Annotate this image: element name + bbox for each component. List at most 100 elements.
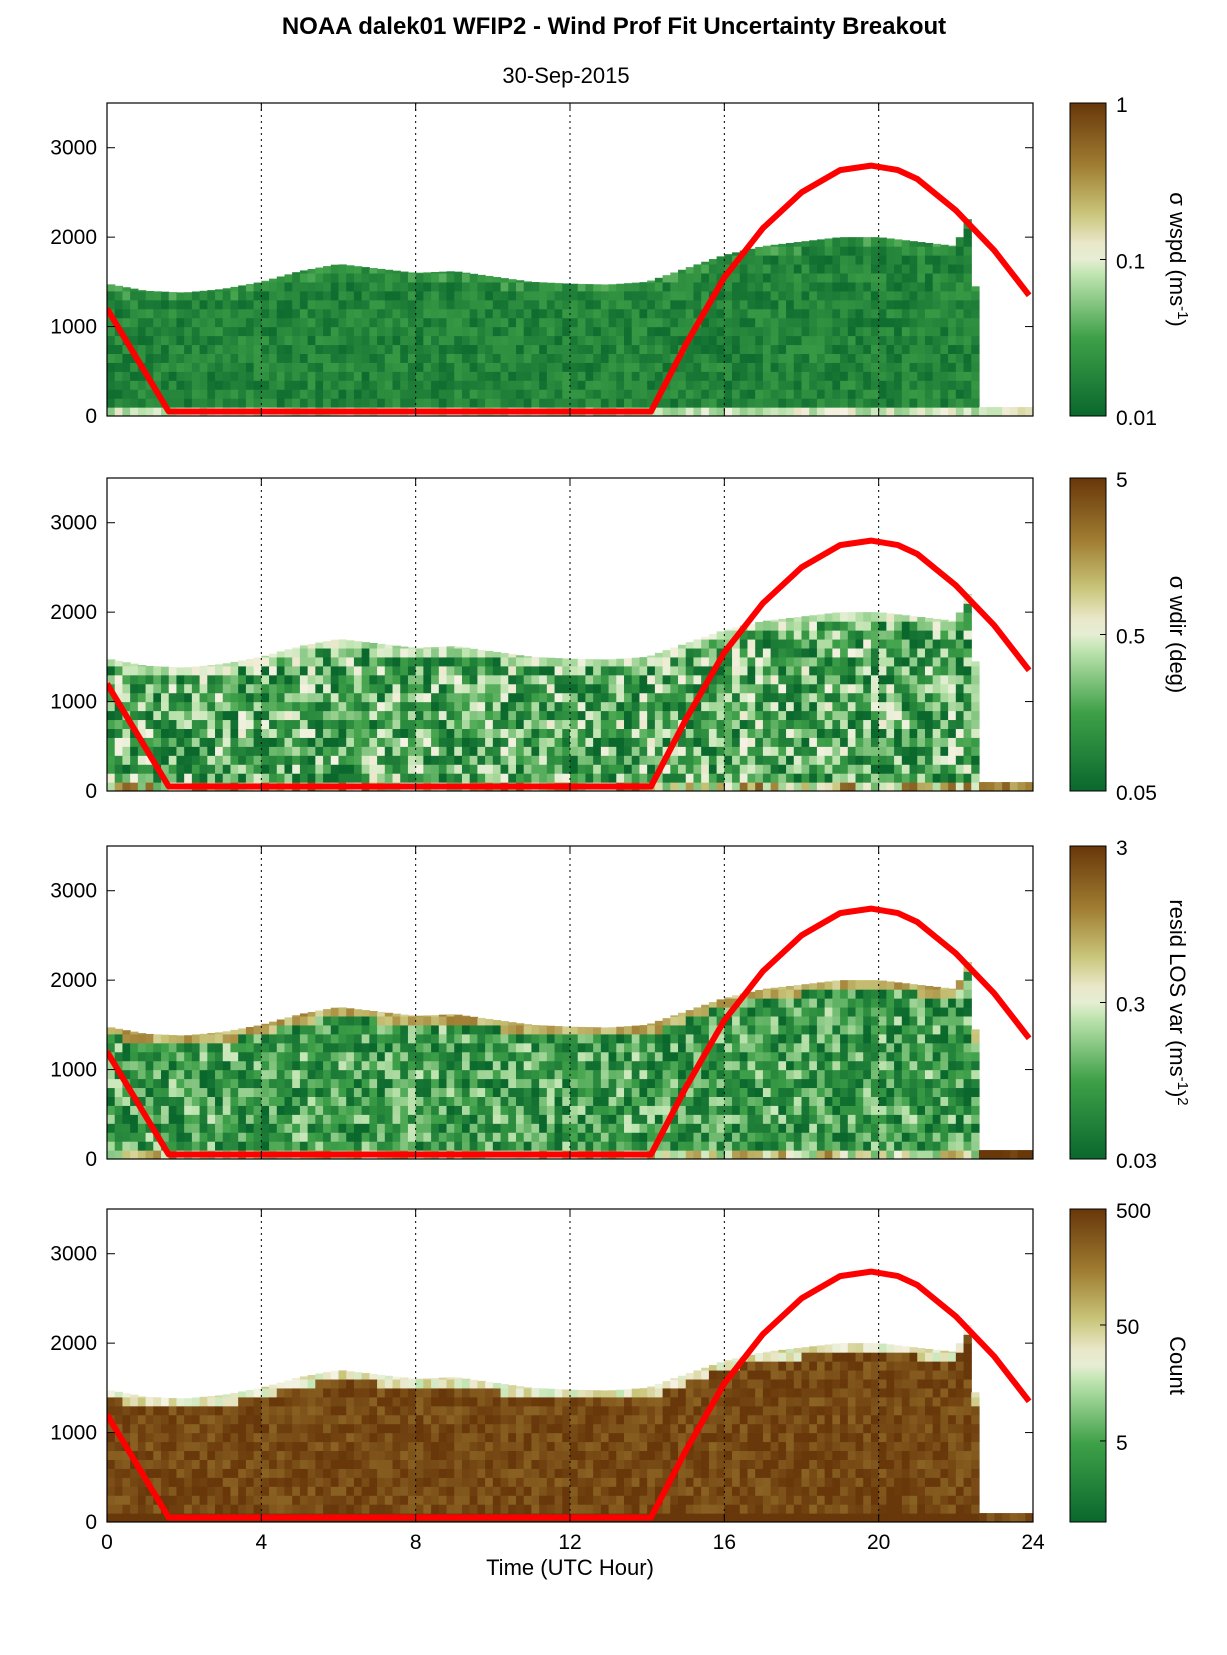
- heatmap-cell: [461, 1114, 471, 1124]
- heatmap-cell: [207, 683, 216, 694]
- heatmap-cell: [870, 371, 880, 381]
- heatmap-cell: [153, 1087, 162, 1097]
- heatmap-cell: [670, 389, 679, 399]
- heatmap-cell: [477, 1051, 486, 1062]
- heatmap-cell: [330, 1051, 340, 1062]
- heatmap-cell: [492, 1024, 502, 1035]
- heatmap-cell: [662, 326, 671, 337]
- heatmap-cell: [701, 344, 710, 354]
- heatmap-cell: [770, 308, 779, 319]
- heatmap-cell: [716, 782, 725, 791]
- heatmap-cell: [523, 353, 533, 363]
- heatmap-cell: [816, 272, 826, 283]
- heatmap-cell: [323, 701, 332, 712]
- heatmap-cell: [531, 353, 540, 363]
- heatmap-cell: [222, 1042, 232, 1053]
- heatmap-cell: [276, 371, 286, 381]
- heatmap-cell: [253, 1123, 262, 1133]
- heatmap-cell: [747, 638, 756, 649]
- heatmap-cell: [338, 701, 347, 712]
- heatmap-cell: [678, 272, 687, 283]
- heatmap-cell: [739, 308, 749, 319]
- heatmap-cell: [315, 1114, 324, 1124]
- heatmap-cell: [647, 335, 656, 346]
- heatmap-cell: [863, 335, 872, 346]
- heatmap-cell: [361, 1060, 370, 1071]
- heatmap-cell: [153, 344, 162, 354]
- heatmap-cell: [130, 290, 139, 301]
- heatmap-cell: [678, 656, 687, 667]
- heatmap-cell: [284, 683, 293, 694]
- heatmap-cell: [323, 1105, 332, 1115]
- heatmap-cell: [392, 656, 401, 667]
- heatmap-cell: [253, 1105, 262, 1115]
- heatmap-cell: [801, 246, 810, 256]
- heatmap-cell: [114, 1114, 124, 1124]
- heatmap-cell: [762, 692, 772, 703]
- heatmap-cell: [971, 710, 980, 721]
- heatmap-cell: [971, 692, 980, 703]
- heatmap-cell: [400, 398, 409, 408]
- heatmap-cell: [708, 746, 718, 756]
- heatmap-cell: [184, 335, 193, 346]
- heatmap-cell: [161, 326, 170, 337]
- heatmap-cell: [793, 362, 803, 372]
- heatmap-cell: [546, 1025, 556, 1035]
- heatmap-cell: [948, 317, 957, 328]
- heatmap-cell: [624, 299, 633, 310]
- heatmap-cell: [631, 692, 641, 703]
- heatmap-cell: [315, 647, 324, 658]
- heatmap-cell: [438, 1123, 448, 1133]
- heatmap-cell: [855, 299, 864, 310]
- heatmap-cell: [824, 326, 833, 337]
- heatmap-cell: [346, 1008, 355, 1017]
- heatmap-cell: [438, 1105, 448, 1115]
- heatmap-cell: [608, 1114, 617, 1124]
- heatmap-cell: [816, 692, 826, 703]
- heatmap-cell: [917, 389, 926, 399]
- heatmap-cell: [107, 728, 116, 738]
- heatmap-cell: [215, 299, 224, 310]
- heatmap-cell: [423, 344, 432, 354]
- heatmap-cell: [963, 728, 972, 738]
- heatmap-cell: [685, 737, 695, 747]
- heatmap-cell: [315, 362, 324, 372]
- heatmap-cell: [909, 692, 918, 703]
- heatmap-cell: [191, 371, 201, 381]
- heatmap-cell: [824, 638, 833, 649]
- heatmap-cell: [446, 271, 455, 274]
- heatmap-cell: [330, 746, 340, 756]
- heatmap-cell: [415, 344, 424, 354]
- heatmap-cell: [145, 1078, 154, 1089]
- heatmap-cell: [284, 674, 293, 685]
- heatmap-cell: [307, 362, 316, 372]
- heatmap-cell: [878, 272, 887, 283]
- heatmap-cell: [431, 371, 440, 381]
- heatmap-cell: [515, 1024, 525, 1035]
- heatmap-cell: [114, 755, 124, 765]
- heatmap-cell: [878, 335, 887, 346]
- heatmap-cell: [245, 728, 255, 738]
- heatmap-cell: [724, 290, 733, 301]
- heatmap-cell: [415, 773, 424, 783]
- heatmap-cell: [407, 773, 417, 783]
- heatmap-cell: [816, 362, 826, 372]
- heatmap-cell: [215, 1132, 224, 1142]
- heatmap-cell: [863, 380, 872, 390]
- heatmap-cell: [438, 701, 448, 712]
- heatmap-cell: [207, 755, 216, 765]
- heatmap-cell: [531, 335, 540, 346]
- heatmap-cell: [940, 255, 949, 265]
- heatmap-cell: [508, 701, 517, 712]
- heatmap-cell: [755, 764, 764, 774]
- heatmap-cell: [755, 674, 764, 685]
- heatmap-cell: [577, 398, 587, 408]
- heatmap-cell: [392, 719, 401, 729]
- heatmap-cell: [161, 1051, 170, 1062]
- heatmap-cell: [847, 317, 857, 328]
- heatmap-cell: [492, 1078, 502, 1089]
- heatmap-cell: [793, 335, 803, 346]
- heatmap-cell: [330, 728, 340, 738]
- heatmap-cell: [477, 1114, 486, 1124]
